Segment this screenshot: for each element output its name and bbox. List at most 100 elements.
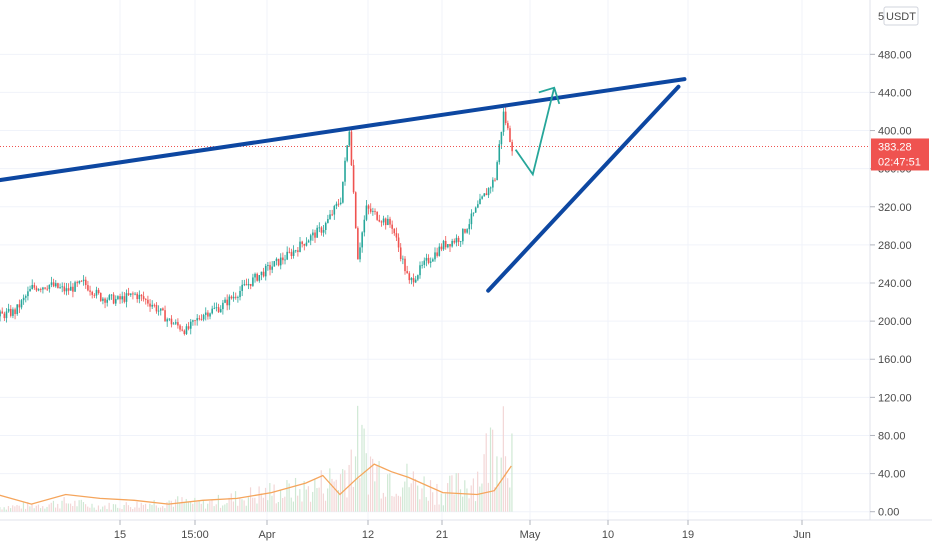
volume-bar [245,505,247,512]
candle-body [106,299,108,303]
candles [0,106,513,336]
candle-body [470,213,473,225]
candle-body [74,282,76,292]
volume-bar [224,504,226,512]
candle-body [312,232,314,236]
candle-body [466,229,468,233]
candle-body [406,271,408,274]
candle-body [59,287,61,288]
volume-bar [117,507,119,512]
volume-bar [316,488,318,512]
volume-bar [237,505,239,512]
candle-body [35,287,38,291]
candle-body [421,264,423,266]
candle-body [209,313,211,317]
volume-bar [363,428,365,512]
volume-bar [346,497,348,512]
volume-bar [144,503,147,512]
candle-body [219,309,222,313]
candle-body [391,224,393,229]
candle-body [489,187,492,189]
currency-button[interactable]: USDT [883,6,919,26]
volume-bar [198,500,200,512]
candle-body [290,252,293,257]
volume-bar [136,501,138,512]
volume-bar [89,507,91,512]
candle-body [239,290,241,298]
candle-body [485,193,488,196]
candle-body [155,304,158,312]
drawings[interactable] [0,77,687,293]
volume-bar [342,469,344,512]
volume-bar [16,504,18,512]
volume-bar [292,501,294,512]
volume-bar [507,478,509,512]
candle-body [117,296,119,300]
volume-bar [181,497,183,512]
volume-bar [239,497,241,512]
support-trendline[interactable] [486,84,681,293]
volume-bar [395,493,397,512]
volume-bar [194,497,196,512]
volume-bar [477,471,479,512]
candle-body [179,325,181,330]
volume-bar [327,488,329,512]
candle-body [159,308,162,311]
volume-bar [192,503,194,512]
candle-body [91,291,93,295]
volume-bar [511,433,513,512]
candle-body [472,212,475,214]
volume-bar [318,487,320,512]
candle-body [459,241,462,243]
candle-body [174,322,177,324]
volume-bar [74,500,76,512]
volume-bar [129,507,132,512]
volume-bar [264,487,267,512]
time-axis[interactable]: 15 15:00 Apr 12 21 May 10 19 Jun [114,520,811,541]
candle-body [63,286,66,292]
volume-bar [33,508,35,512]
candle-body [78,280,81,284]
candle-body [399,247,402,260]
projection-arrow[interactable] [514,87,556,177]
candle-body [65,288,68,292]
candle-body [207,312,209,317]
candle-body [33,285,36,288]
candle-body [269,265,271,270]
candle-body [369,208,372,212]
candle-body [402,258,404,260]
volume-bar [389,473,391,512]
volume-bar [50,502,52,512]
candle-body [48,284,51,290]
candle-body [134,293,136,295]
candle-countdown-label: 02:47:51 [878,156,921,168]
volume-bar [234,491,237,512]
candle-body [271,266,273,270]
candle-body [292,250,295,257]
candle-body [140,294,143,297]
resistance-trendline[interactable] [0,77,687,183]
volume-bar [91,503,93,512]
candle-body [228,296,231,306]
volume-bar [215,504,217,512]
candle-body [322,230,325,233]
volume-bar [22,502,25,512]
candle-body [46,288,49,290]
volume-bar [14,506,16,512]
volume-bar [151,504,153,512]
volume-bar [76,506,78,512]
candle-body [492,179,494,188]
candle-body [183,330,186,334]
projection-arrowhead[interactable] [538,86,561,105]
volume-bar [459,489,462,512]
candle-body [194,320,196,322]
candle-body [474,207,477,213]
candle-body [374,211,376,212]
candle-body [87,285,89,291]
volume-bar [31,504,33,512]
volume-bar [455,473,457,512]
candle-body [372,211,374,212]
volume-bar [87,506,89,512]
volume-bar [382,492,384,512]
